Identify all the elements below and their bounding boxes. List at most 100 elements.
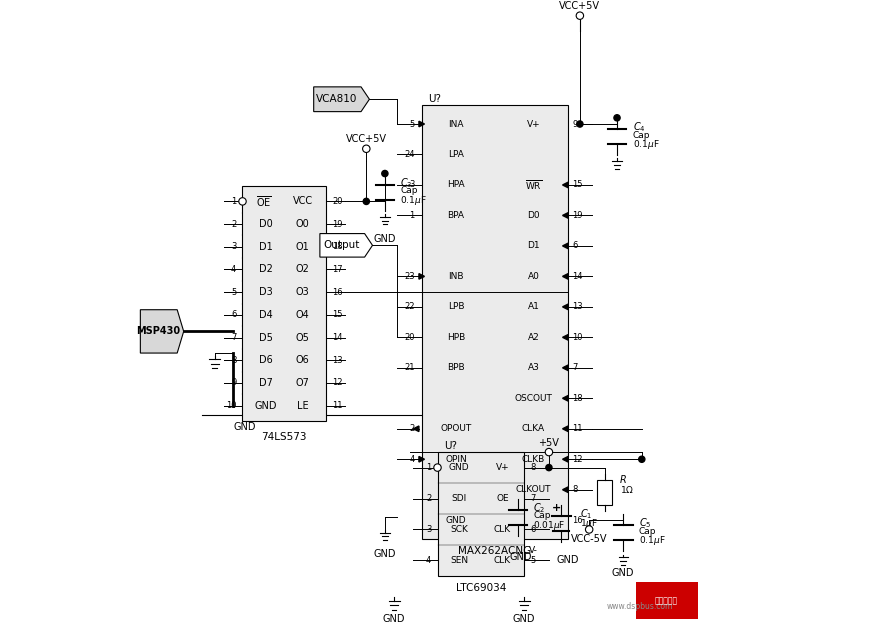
Polygon shape bbox=[563, 396, 568, 401]
Text: CLKB: CLKB bbox=[522, 455, 545, 464]
Polygon shape bbox=[563, 243, 568, 249]
Text: V+: V+ bbox=[496, 463, 509, 472]
Text: V-: V- bbox=[529, 546, 538, 555]
Text: O4: O4 bbox=[296, 310, 310, 320]
Text: LTC69034: LTC69034 bbox=[456, 583, 506, 593]
Polygon shape bbox=[563, 273, 568, 279]
Text: 23: 23 bbox=[404, 272, 415, 281]
Circle shape bbox=[382, 171, 388, 177]
Circle shape bbox=[239, 198, 246, 205]
Text: Cap: Cap bbox=[633, 130, 650, 140]
Text: 6: 6 bbox=[530, 525, 536, 534]
Circle shape bbox=[576, 12, 584, 19]
Text: GND: GND bbox=[510, 552, 532, 562]
Text: GND: GND bbox=[612, 568, 634, 578]
Text: 19: 19 bbox=[332, 219, 343, 229]
Text: SDI: SDI bbox=[452, 494, 466, 503]
Polygon shape bbox=[563, 213, 568, 218]
Text: OPIN: OPIN bbox=[445, 455, 467, 464]
Text: MAX262ACNG: MAX262ACNG bbox=[458, 546, 531, 556]
Text: +: + bbox=[552, 503, 561, 513]
Text: 16: 16 bbox=[332, 288, 343, 297]
Text: CLKA: CLKA bbox=[522, 424, 545, 433]
Text: $C_3$: $C_3$ bbox=[401, 176, 413, 190]
Text: $C_2$: $C_2$ bbox=[534, 501, 546, 515]
Text: 2: 2 bbox=[410, 424, 415, 433]
Text: BPA: BPA bbox=[448, 211, 465, 220]
Bar bbox=[635, 582, 697, 619]
Polygon shape bbox=[563, 365, 568, 371]
Text: 24: 24 bbox=[404, 150, 415, 159]
Text: 3: 3 bbox=[410, 181, 415, 189]
Polygon shape bbox=[419, 273, 424, 279]
Text: 6: 6 bbox=[572, 241, 578, 250]
Text: 20: 20 bbox=[332, 197, 343, 206]
Text: GND: GND bbox=[374, 549, 396, 559]
Text: 4: 4 bbox=[410, 455, 415, 464]
Text: 13: 13 bbox=[572, 302, 583, 312]
Text: CLK: CLK bbox=[494, 556, 511, 565]
Text: 14: 14 bbox=[332, 333, 343, 342]
Text: 0.1$\mu$F: 0.1$\mu$F bbox=[639, 534, 665, 547]
Text: 74LS573: 74LS573 bbox=[262, 431, 307, 441]
Text: GND: GND bbox=[449, 463, 470, 472]
Text: U?: U? bbox=[444, 441, 457, 451]
Text: GND: GND bbox=[445, 515, 466, 525]
Text: 13: 13 bbox=[332, 356, 343, 365]
Circle shape bbox=[362, 145, 370, 152]
Text: GND: GND bbox=[383, 614, 405, 624]
Text: D2: D2 bbox=[259, 265, 273, 275]
Text: www.dspbus.com: www.dspbus.com bbox=[606, 603, 673, 611]
Text: 20: 20 bbox=[404, 333, 415, 342]
Text: LE: LE bbox=[297, 401, 308, 411]
Text: 4: 4 bbox=[231, 265, 236, 274]
Text: 22: 22 bbox=[404, 302, 415, 312]
Text: Cap: Cap bbox=[401, 186, 418, 196]
Text: O1: O1 bbox=[296, 242, 310, 252]
Text: 21: 21 bbox=[404, 363, 415, 372]
Text: O6: O6 bbox=[296, 356, 310, 366]
Text: D3: D3 bbox=[259, 287, 273, 297]
Text: +5V: +5V bbox=[538, 438, 559, 448]
Polygon shape bbox=[140, 310, 184, 353]
Text: V+: V+ bbox=[527, 120, 540, 129]
Text: 7: 7 bbox=[572, 363, 578, 372]
Polygon shape bbox=[563, 426, 568, 431]
Text: 16: 16 bbox=[572, 515, 583, 525]
Text: 8: 8 bbox=[572, 485, 578, 494]
Text: 2: 2 bbox=[426, 494, 431, 503]
Circle shape bbox=[363, 198, 369, 204]
Text: VCC+5V: VCC+5V bbox=[559, 1, 600, 11]
Text: $\overline{\mathrm{WR}}$: $\overline{\mathrm{WR}}$ bbox=[525, 178, 542, 192]
Text: 9: 9 bbox=[572, 120, 578, 129]
Circle shape bbox=[546, 465, 552, 471]
Text: LPA: LPA bbox=[448, 150, 464, 159]
Text: GND: GND bbox=[374, 233, 396, 243]
Text: VCC-5V: VCC-5V bbox=[570, 534, 607, 544]
Text: 10: 10 bbox=[226, 401, 236, 410]
Text: GND: GND bbox=[556, 556, 578, 566]
Text: BPB: BPB bbox=[447, 363, 465, 372]
Text: 1$\mu$F: 1$\mu$F bbox=[580, 517, 598, 530]
Text: 12: 12 bbox=[332, 379, 343, 387]
Text: SCK: SCK bbox=[451, 525, 468, 534]
Text: 1: 1 bbox=[410, 211, 415, 220]
Polygon shape bbox=[419, 456, 424, 462]
Text: Output: Output bbox=[324, 240, 360, 250]
Circle shape bbox=[639, 456, 645, 462]
Polygon shape bbox=[314, 87, 369, 112]
Text: D1: D1 bbox=[527, 241, 540, 250]
Circle shape bbox=[577, 121, 583, 127]
Polygon shape bbox=[419, 121, 424, 127]
Text: D5: D5 bbox=[259, 332, 273, 342]
Text: 0.1$\mu$F: 0.1$\mu$F bbox=[633, 138, 659, 151]
Text: 1$\Omega$: 1$\Omega$ bbox=[620, 484, 634, 495]
Polygon shape bbox=[563, 304, 568, 310]
Text: SEN: SEN bbox=[450, 556, 468, 565]
Text: 0.1$\mu$F: 0.1$\mu$F bbox=[401, 194, 427, 207]
Text: INA: INA bbox=[448, 120, 464, 129]
Text: CLKOUT: CLKOUT bbox=[515, 485, 551, 494]
Text: Cap: Cap bbox=[534, 512, 551, 520]
Text: D4: D4 bbox=[259, 310, 273, 320]
Text: GND: GND bbox=[255, 401, 277, 411]
